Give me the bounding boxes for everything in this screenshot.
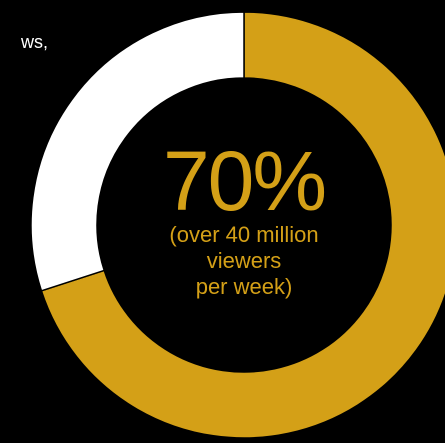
- center-percent: 70%: [162, 134, 327, 228]
- center-line-1: (over 40 million: [169, 222, 319, 247]
- center-label: 70% (over 40 million viewers per week): [124, 134, 364, 300]
- center-line-3: per week): [195, 274, 293, 299]
- donut-hole: [97, 78, 391, 372]
- center-line-2: viewers: [206, 248, 282, 273]
- cut-off-text: ws,: [21, 32, 48, 52]
